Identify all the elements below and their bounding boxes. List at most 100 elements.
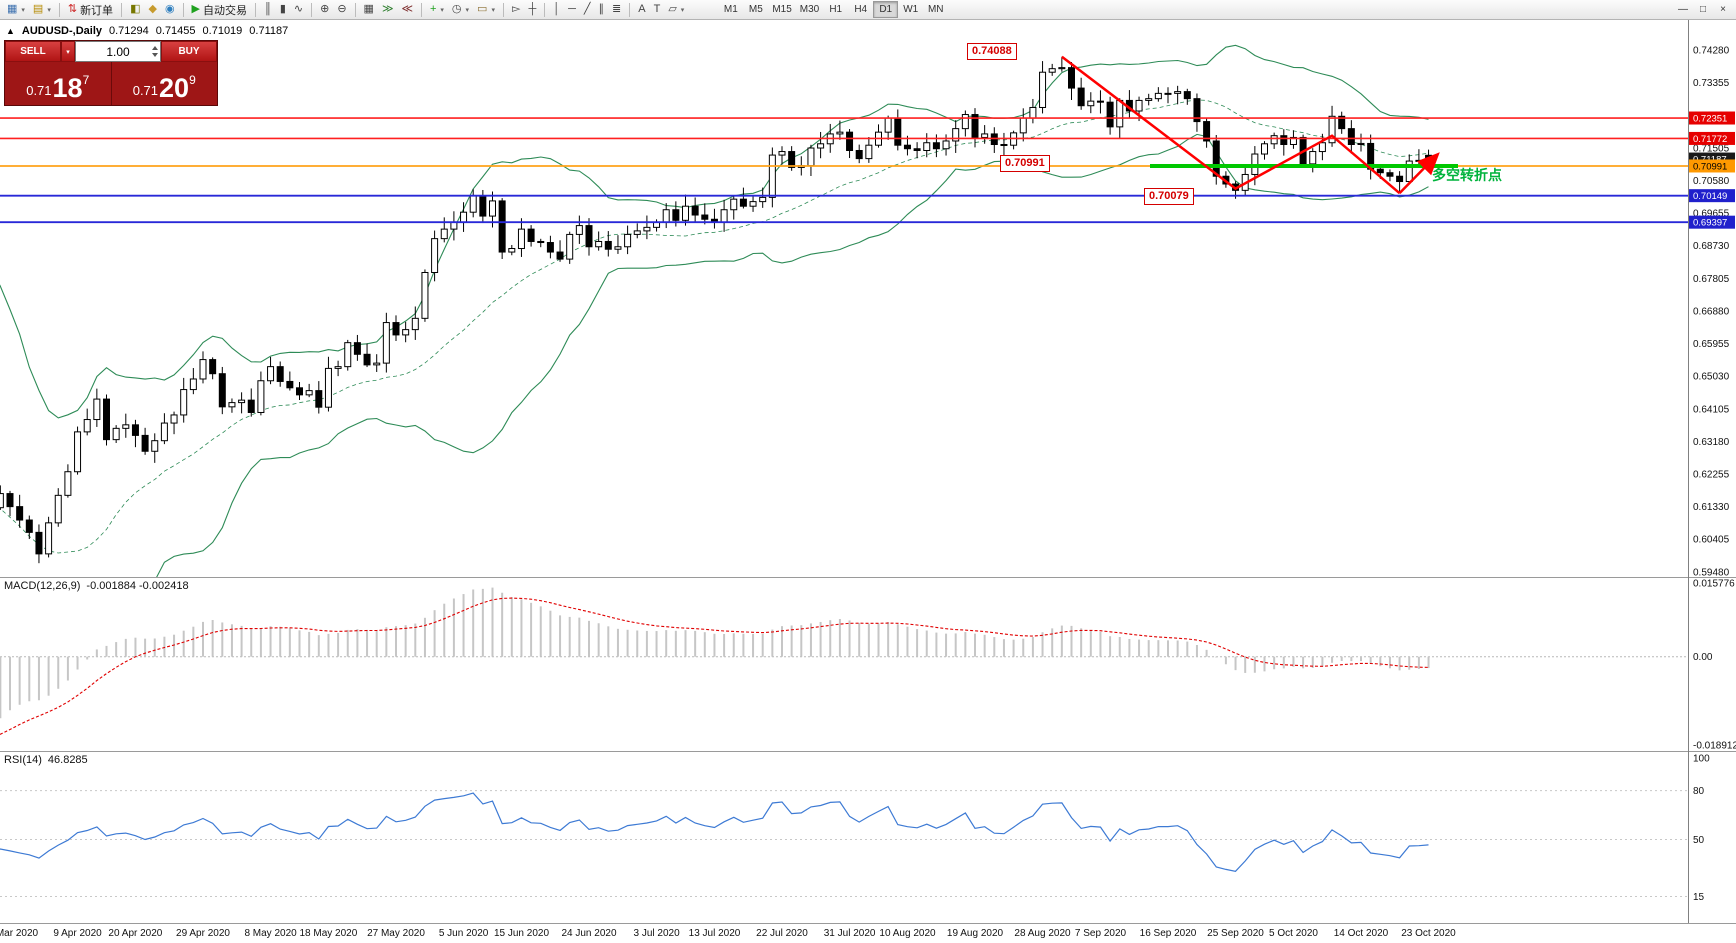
svg-text:19 Aug 2020: 19 Aug 2020 — [947, 928, 1004, 939]
auto-scroll-icon: ≫ — [381, 3, 394, 15]
dropdown-caret-icon: ▾ — [440, 6, 444, 14]
price-axis[interactable]: 0.742800.733550.724300.715050.705800.696… — [1689, 46, 1736, 904]
tile-windows-button[interactable]: ▦ — [360, 1, 378, 19]
svg-text:31 Jul 2020: 31 Jul 2020 — [824, 928, 876, 939]
text-label-button[interactable]: T — [650, 1, 665, 19]
order-options-caret-icon[interactable]: ▾ — [61, 41, 75, 62]
metaeditor-button[interactable]: ◧ — [126, 1, 144, 19]
sell-price-big: 18 — [52, 73, 83, 104]
timeframe-m5-button[interactable]: M5 — [743, 1, 768, 18]
svg-text:25 Sep 2020: 25 Sep 2020 — [1207, 928, 1264, 939]
profiles-button[interactable]: ▤ ▾ — [29, 1, 55, 19]
svg-text:0.015776: 0.015776 — [1693, 579, 1735, 590]
price-direction-icon: ▲ — [6, 26, 15, 36]
line-chart-mode-button[interactable]: ∿ — [290, 1, 307, 19]
vertical-line-button[interactable]: │ — [549, 1, 564, 19]
ohlc-close: 0.71187 — [249, 25, 289, 37]
low-price-label[interactable]: 0.70079 — [1144, 188, 1194, 205]
support-price-label[interactable]: 0.70991 — [1000, 155, 1050, 172]
timeframe-w1-button[interactable]: W1 — [898, 1, 923, 18]
timeframe-d1-button[interactable]: D1 — [873, 1, 899, 18]
periods-button[interactable]: ◷ ▾ — [448, 1, 473, 19]
svg-text:0.71772: 0.71772 — [1693, 134, 1727, 145]
timeframe-m1-button[interactable]: M1 — [718, 1, 743, 18]
buy-price[interactable]: 0.71 20 9 — [111, 62, 217, 105]
zoom-out-button[interactable]: ⊖ — [333, 1, 350, 19]
candlestick-mode-button[interactable]: ▮ — [276, 1, 290, 19]
toolbar-separator — [629, 2, 631, 17]
candles-layer — [0, 56, 1433, 564]
terminal-icon: ◉ — [164, 3, 175, 15]
horizontal-line-button[interactable]: ─ — [564, 1, 580, 19]
new-order-icon: ⇅ — [67, 3, 78, 15]
navigator-button[interactable]: ◆ — [144, 1, 160, 19]
restore-window-button[interactable]: □ — [1693, 2, 1713, 18]
svg-text:5 Jun 2020: 5 Jun 2020 — [439, 928, 489, 939]
svg-text:15 Jun 2020: 15 Jun 2020 — [494, 928, 549, 939]
spinner-up-icon[interactable] — [152, 43, 158, 50]
svg-text:0.69655: 0.69655 — [1693, 209, 1730, 220]
volume-spinner[interactable] — [152, 42, 158, 61]
timeframe-m15-button[interactable]: M15 — [768, 1, 795, 18]
bar-chart-mode-button[interactable]: ║ — [260, 1, 276, 19]
timeframe-mn-button[interactable]: MN — [923, 1, 948, 18]
timeframe-buttons: M1 M5 M15 M30 H1 H4 D1 W1 MN — [718, 1, 948, 18]
timeframe-m30-button[interactable]: M30 — [796, 1, 823, 18]
cursor-button[interactable]: ▻ — [508, 1, 524, 19]
channel-button[interactable]: ∥ — [595, 1, 609, 19]
candlestick-mode-icon: ▮ — [279, 3, 286, 15]
sell-price[interactable]: 0.71 18 7 — [5, 62, 112, 105]
timeframe-h1-button[interactable]: H1 — [823, 1, 848, 18]
crosshair-button[interactable]: ┼ — [524, 1, 540, 19]
volume-field[interactable]: 1.00 — [75, 41, 161, 62]
templates-icon: ▭ — [477, 3, 488, 15]
time-axis[interactable]: 31 Mar 2020 9 Apr 2020 20 Apr 2020 29 Apr 2… — [0, 928, 1456, 939]
peak-price-label[interactable]: 0.74088 — [967, 43, 1017, 60]
svg-text:20 Apr 2020: 20 Apr 2020 — [108, 928, 162, 939]
spinner-down-icon[interactable] — [152, 53, 158, 60]
buy-button[interactable]: BUY — [161, 41, 217, 62]
svg-text:0.65955: 0.65955 — [1693, 339, 1730, 350]
ohlc-open: 0.71294 — [109, 25, 149, 37]
svg-text:14 Oct 2020: 14 Oct 2020 — [1334, 928, 1389, 939]
svg-text:0.70149: 0.70149 — [1693, 191, 1727, 202]
indicators-icon: + — [429, 3, 437, 15]
close-window-button[interactable]: × — [1713, 2, 1733, 18]
svg-text:23 Oct 2020: 23 Oct 2020 — [1401, 928, 1456, 939]
tile-windows-icon: ▦ — [363, 3, 374, 15]
new-order-button[interactable]: ⇅ 新订单 — [64, 1, 117, 19]
rsi-label: RSI(14) 46.8285 — [4, 754, 88, 766]
ohlc-low: 0.71019 — [202, 25, 243, 37]
trade-panel-controls: SELL ▾ 1.00 BUY — [5, 41, 217, 62]
toolbar-separator — [544, 2, 546, 17]
toolbar-separator — [182, 2, 184, 17]
fibonacci-button[interactable]: ≣ — [608, 1, 625, 19]
indicators-button[interactable]: + ▾ — [426, 1, 448, 19]
dropdown-caret-icon: ▾ — [465, 6, 470, 14]
autotrading-button[interactable]: ▶ 自动交易 — [188, 1, 251, 19]
turning-point-label[interactable]: 多空转折点 — [1432, 167, 1502, 183]
horizontal-line-objects[interactable] — [0, 117, 1688, 224]
templates-button[interactable]: ▭ ▾ — [473, 1, 499, 19]
svg-text:8 May 2020: 8 May 2020 — [244, 928, 297, 939]
svg-text:22 Jul 2020: 22 Jul 2020 — [756, 928, 808, 939]
minimize-window-button[interactable]: — — [1673, 2, 1693, 18]
text-button[interactable]: A — [634, 1, 649, 19]
one-click-trading-panel: SELL ▾ 1.00 BUY 0.71 18 7 0.71 20 9 — [4, 40, 218, 106]
rsi-name: RSI(14) — [4, 754, 42, 766]
terminal-button[interactable]: ◉ — [161, 1, 179, 19]
trend-zigzag-object[interactable] — [1061, 55, 1401, 195]
shapes-button[interactable]: ▱ ▾ — [664, 1, 688, 19]
sell-button[interactable]: SELL — [5, 41, 61, 62]
auto-scroll-button[interactable]: ≫ — [378, 1, 398, 19]
svg-text:0.69397: 0.69397 — [1693, 218, 1727, 229]
timeframe-h4-button[interactable]: H4 — [848, 1, 873, 18]
trend-arrow-object[interactable] — [1398, 152, 1440, 195]
text-label-icon: T — [653, 3, 661, 15]
chart-shift-button[interactable]: ≪ — [397, 1, 417, 19]
new-chart-button[interactable]: ▦ ▾ — [3, 1, 29, 19]
zoom-in-button[interactable]: ⊕ — [316, 1, 333, 19]
trendline-button[interactable]: ╱ — [580, 1, 595, 19]
